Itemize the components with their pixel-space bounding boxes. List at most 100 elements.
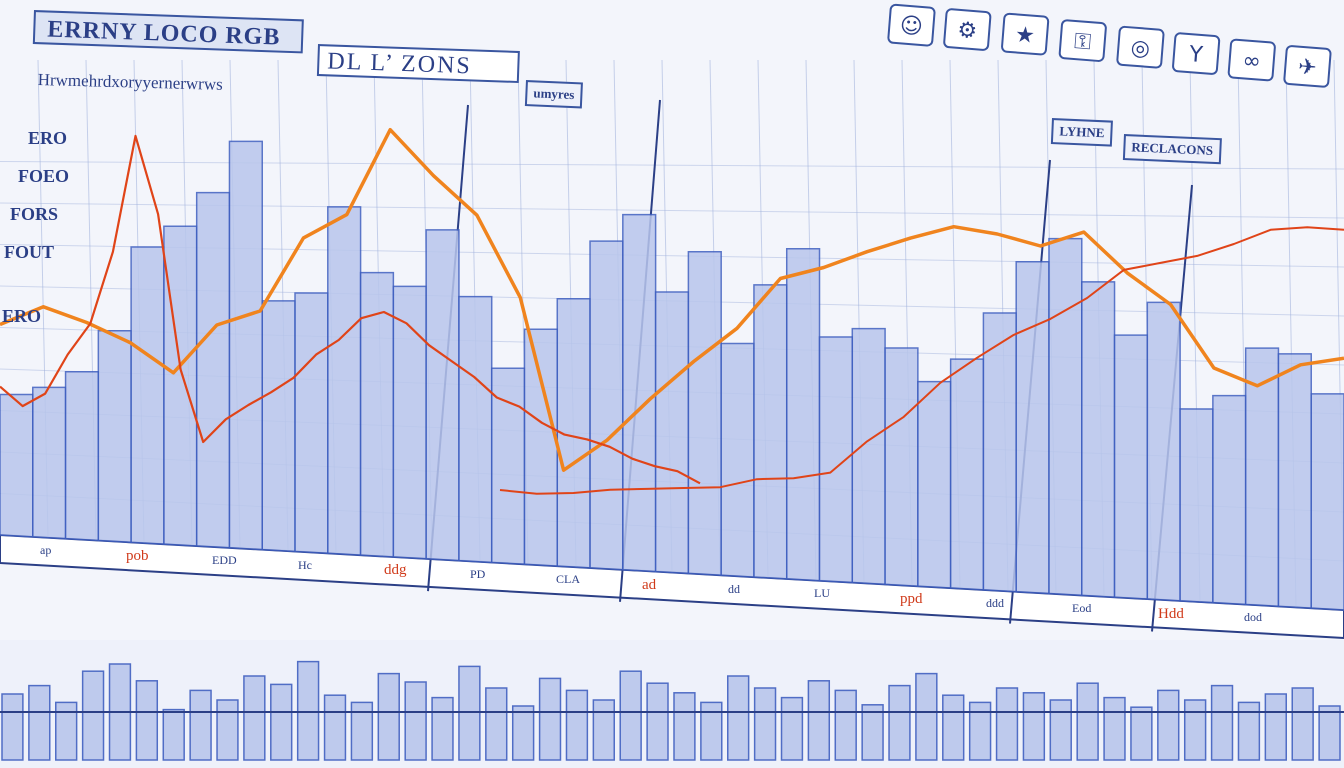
bottom-bar [216, 699, 239, 761]
bar [228, 140, 263, 551]
bottom-bar [243, 675, 266, 761]
series-line [0, 127, 1344, 472]
link-icon[interactable]: ∞ [1227, 38, 1277, 82]
bottom-bar [727, 675, 750, 761]
bar [949, 358, 985, 591]
x-tick-label: EDD [212, 552, 237, 567]
bottom-bar [404, 681, 427, 761]
key-icon[interactable]: ⚿ [1058, 18, 1108, 63]
bar [785, 247, 821, 582]
bottom-bar [673, 692, 696, 761]
bottom-bar [646, 682, 669, 761]
bottom-bar [780, 696, 804, 761]
bar [1310, 393, 1344, 611]
grid-line-h [0, 161, 1344, 170]
bar [523, 328, 559, 567]
bar [1212, 394, 1247, 606]
bottom-bar [1, 693, 24, 761]
bottom-bar [296, 660, 320, 761]
x-tick-label: dd [728, 581, 740, 596]
x-tick-label: ppd [900, 591, 923, 608]
y-tick-label: FOUT [4, 242, 55, 262]
bar [1277, 353, 1312, 609]
bottom-bar [915, 672, 938, 761]
bar [982, 312, 1017, 593]
y-tick-label: FOEO [18, 166, 70, 186]
bottom-bar [700, 701, 723, 761]
bottom-bar [592, 699, 615, 761]
bottom-bar [1130, 706, 1153, 761]
bar [97, 329, 132, 544]
x-tick-label: ddd [986, 596, 1004, 611]
bottom-bar [485, 687, 508, 761]
bar [1015, 261, 1050, 595]
chart-icon[interactable]: ★ [1000, 12, 1050, 56]
target-icon[interactable]: ◎ [1115, 25, 1165, 69]
y-tick-label: ERO [28, 128, 68, 148]
series-line [0, 134, 701, 485]
bottom-bar [995, 687, 1019, 761]
bottom-bar [162, 708, 185, 761]
bottom-bar [861, 704, 884, 761]
person-icon[interactable]: ☺ [886, 3, 936, 47]
bar [884, 347, 919, 588]
bottom-bar [350, 701, 374, 761]
bar [1244, 347, 1280, 608]
x-tick-label: Hdd [1158, 605, 1184, 622]
bar [622, 213, 657, 573]
cup-icon[interactable]: Y [1171, 31, 1221, 76]
bottom-bar [1103, 696, 1126, 761]
bottom-bar [968, 701, 992, 761]
x-tick-label: Hc [298, 557, 312, 572]
legend-tag[interactable]: umyres [524, 80, 583, 109]
bottom-bar [1157, 689, 1180, 761]
bar [261, 300, 296, 553]
y-tick-label: ERO [2, 306, 42, 326]
bar [720, 342, 755, 578]
x-tick-label: ad [642, 576, 657, 593]
bottom-bar [1076, 682, 1099, 761]
bar [64, 370, 100, 542]
bar [818, 336, 854, 584]
series-line [499, 226, 1344, 495]
bar [654, 291, 690, 575]
car-icon[interactable]: ✈ [1282, 44, 1332, 89]
bar [195, 191, 231, 549]
x-tick-label: PD [470, 567, 486, 582]
bottom-bar [377, 672, 400, 761]
bottom-bar [458, 665, 481, 761]
bottom-bar [1318, 705, 1341, 761]
bar [1146, 301, 1181, 602]
x-tick-label: ap [40, 543, 52, 558]
x-tick-label: pob [126, 548, 149, 565]
bar [359, 271, 395, 558]
bar [1179, 408, 1214, 604]
bottom-bar [55, 701, 78, 761]
bottom-bar [323, 694, 347, 761]
bottom-bar [1183, 699, 1207, 761]
bottom-bar [888, 684, 911, 761]
bottom-bar [511, 705, 535, 761]
bottom-bar [1264, 693, 1287, 761]
bottom-bar [834, 689, 857, 761]
bottom-bar [1049, 699, 1072, 761]
bar [589, 240, 624, 571]
bar [458, 295, 493, 564]
bar [32, 386, 67, 540]
bottom-bar [538, 677, 562, 761]
bottom-bar [431, 696, 454, 761]
bottom-bar [1022, 692, 1046, 761]
bottom-bar [619, 670, 642, 761]
bottom-bar [81, 670, 105, 761]
x-tick-label: LU [814, 586, 830, 601]
x-tick-label: ddg [384, 562, 407, 579]
bar [851, 327, 886, 586]
bottom-bar [565, 689, 589, 761]
gear-icon[interactable]: ⚙ [942, 7, 992, 52]
bar [753, 284, 788, 580]
bottom-bar [753, 687, 777, 761]
bar [0, 393, 34, 538]
x-tick-label: CLA [556, 572, 580, 587]
bar [1113, 334, 1149, 600]
